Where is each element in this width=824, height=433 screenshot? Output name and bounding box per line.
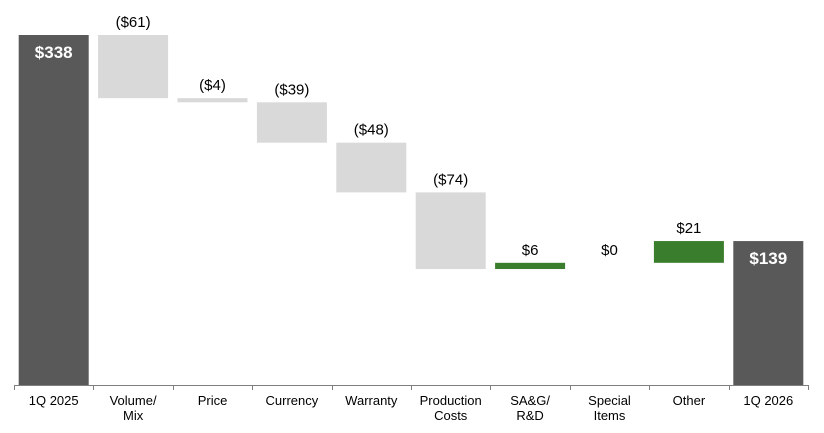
x-tick-label-line: 1Q 2026 — [743, 393, 793, 408]
bar — [653, 241, 724, 263]
bar — [495, 262, 566, 270]
bar — [733, 241, 804, 385]
x-tick-label: Price — [198, 393, 228, 408]
x-tick-label-line: 1Q 2025 — [29, 393, 79, 408]
x-tick-label-line: Costs — [434, 408, 468, 423]
x-tick-label: Volume/Mix — [110, 393, 157, 423]
x-tick-label: Special Items — [588, 393, 631, 423]
x-tick-label: Warranty — [345, 393, 398, 408]
bar — [336, 142, 407, 193]
bar — [18, 35, 89, 385]
bar — [177, 98, 248, 103]
bar — [98, 35, 169, 99]
value-label: $6 — [522, 242, 539, 259]
value-label: $0 — [601, 242, 618, 259]
x-tick-label-line: Other — [673, 393, 706, 408]
x-tick-label-line: Mix — [123, 408, 144, 423]
x-tick-label-line: SA&G/ — [510, 393, 550, 408]
x-tick-label-line: Price — [198, 393, 228, 408]
x-tick-label: Currency — [266, 393, 319, 408]
x-tick-label: 1Q 2025 — [29, 393, 79, 408]
x-tick-label-line: Production — [420, 393, 482, 408]
value-label: ($39) — [274, 81, 309, 98]
value-label: $139 — [749, 249, 787, 268]
value-label: $338 — [35, 43, 73, 62]
x-tick-label-line: Volume/ — [110, 393, 157, 408]
value-label: ($4) — [199, 77, 226, 94]
x-tick-label-line: Items — [594, 408, 626, 423]
value-label: ($48) — [354, 122, 389, 139]
x-tick-label-line: R&D — [516, 408, 543, 423]
x-tick-label: 1Q 2026 — [743, 393, 793, 408]
x-tick-label-line: Special — [588, 393, 631, 408]
value-label: ($74) — [433, 171, 468, 188]
x-tick-label: Other — [673, 393, 706, 408]
x-tick-label: SA&G/R&D — [510, 393, 550, 423]
bar — [415, 192, 486, 270]
x-tick-label: Production Costs — [420, 393, 482, 423]
x-tick-label-line: Currency — [266, 393, 319, 408]
value-label: $21 — [676, 220, 701, 237]
bar — [256, 102, 327, 143]
value-label: ($61) — [116, 14, 151, 31]
x-tick-label-line: Warranty — [345, 393, 398, 408]
